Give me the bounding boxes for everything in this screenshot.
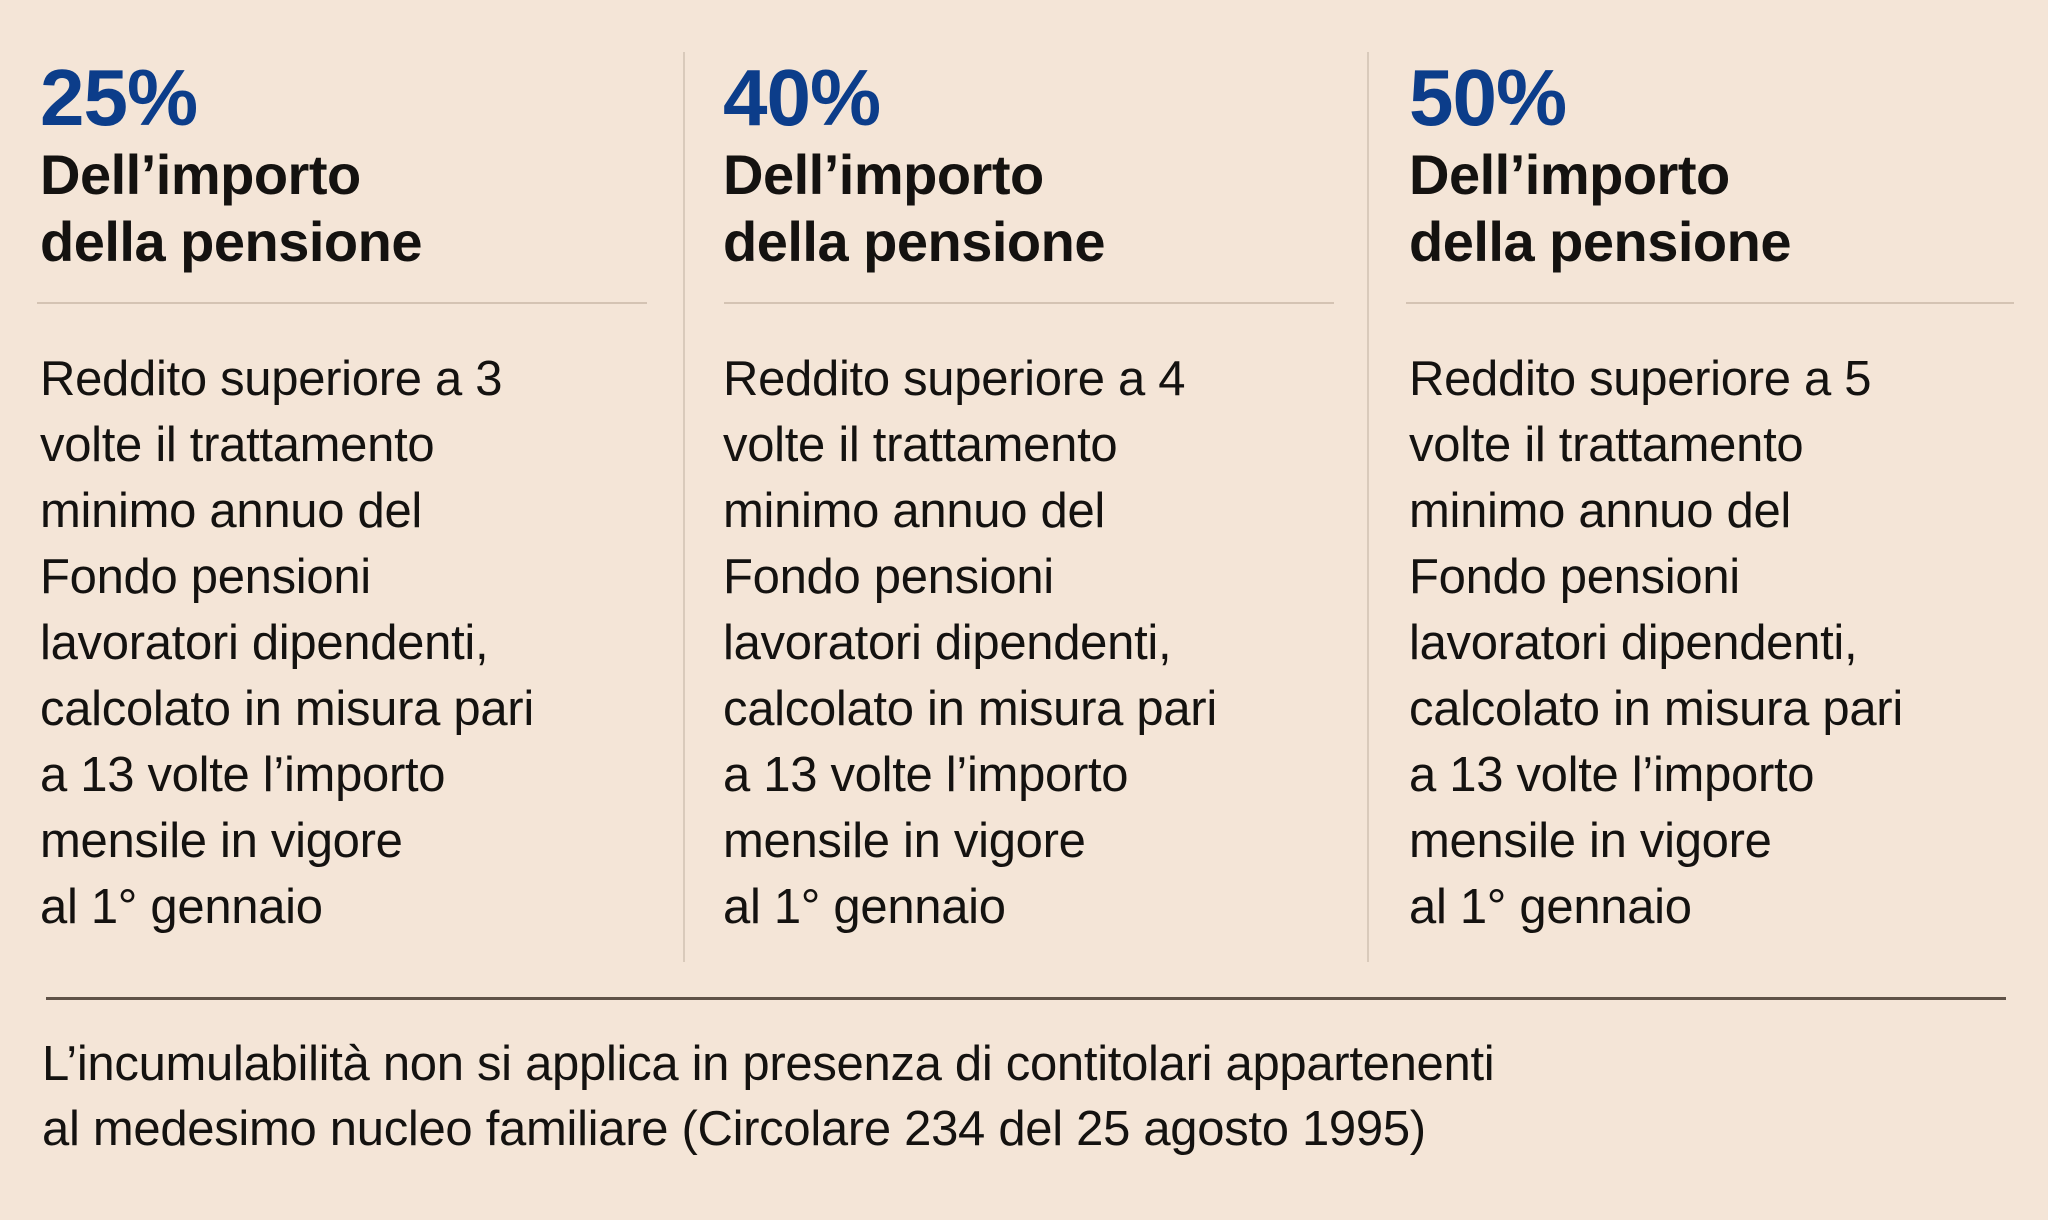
heading-line: Dell’importo [40, 143, 361, 206]
heading-divider [37, 302, 647, 304]
percent-value: 40% [723, 53, 881, 142]
description-line: a 13 volte l’importo [723, 748, 1129, 802]
heading-line: della pensione [723, 210, 1106, 273]
percent-value: 50% [1409, 53, 1567, 142]
column-description: Reddito superiore a 5 volte il trattamen… [1409, 346, 1903, 940]
description-line: mensile in vigore [40, 814, 403, 868]
description-line: calcolato in misura pari [1409, 682, 1903, 736]
heading-line: della pensione [1409, 210, 1792, 273]
description-line: mensile in vigore [1409, 814, 1772, 868]
description-line: minimo annuo del [723, 484, 1105, 538]
footnote-divider [46, 997, 2006, 1000]
footnote-line: L’incumulabilità non si applica in prese… [42, 1037, 1495, 1091]
heading-line: Dell’importo [723, 143, 1044, 206]
description-line: a 13 volte l’importo [1409, 748, 1815, 802]
column-heading: Dell’importo della pensione [40, 141, 423, 275]
description-line: Reddito superiore a 4 [723, 352, 1186, 406]
description-line: volte il trattamento [723, 418, 1118, 472]
column-divider [1367, 52, 1369, 962]
description-line: Reddito superiore a 3 [40, 352, 503, 406]
heading-line: Dell’importo [1409, 143, 1730, 206]
description-line: al 1° gennaio [1409, 880, 1692, 934]
column-description: Reddito superiore a 4 volte il trattamen… [723, 346, 1217, 940]
description-line: Fondo pensioni [1409, 550, 1740, 604]
heading-divider [1406, 302, 2014, 304]
description-line: calcolato in misura pari [40, 682, 534, 736]
footnote: L’incumulabilità non si applica in prese… [42, 1032, 1495, 1162]
description-line: volte il trattamento [40, 418, 435, 472]
description-line: Fondo pensioni [40, 550, 371, 604]
column-divider [683, 52, 685, 962]
description-line: Reddito superiore a 5 [1409, 352, 1872, 406]
description-line: Fondo pensioni [723, 550, 1054, 604]
description-line: lavoratori dipendenti, [40, 616, 489, 670]
description-line: lavoratori dipendenti, [1409, 616, 1858, 670]
description-line: mensile in vigore [723, 814, 1086, 868]
percent-value: 25% [40, 53, 198, 142]
column-heading: Dell’importo della pensione [1409, 141, 1792, 275]
description-line: calcolato in misura pari [723, 682, 1217, 736]
description-line: a 13 volte l’importo [40, 748, 446, 802]
description-line: al 1° gennaio [723, 880, 1006, 934]
heading-line: della pensione [40, 210, 423, 273]
column-description: Reddito superiore a 3 volte il trattamen… [40, 346, 534, 940]
heading-divider [724, 302, 1334, 304]
description-line: al 1° gennaio [40, 880, 323, 934]
description-line: minimo annuo del [40, 484, 422, 538]
description-line: lavoratori dipendenti, [723, 616, 1172, 670]
description-line: minimo annuo del [1409, 484, 1791, 538]
footnote-line: al medesimo nucleo familiare (Circolare … [42, 1102, 1426, 1156]
description-line: volte il trattamento [1409, 418, 1804, 472]
column-heading: Dell’importo della pensione [723, 141, 1106, 275]
